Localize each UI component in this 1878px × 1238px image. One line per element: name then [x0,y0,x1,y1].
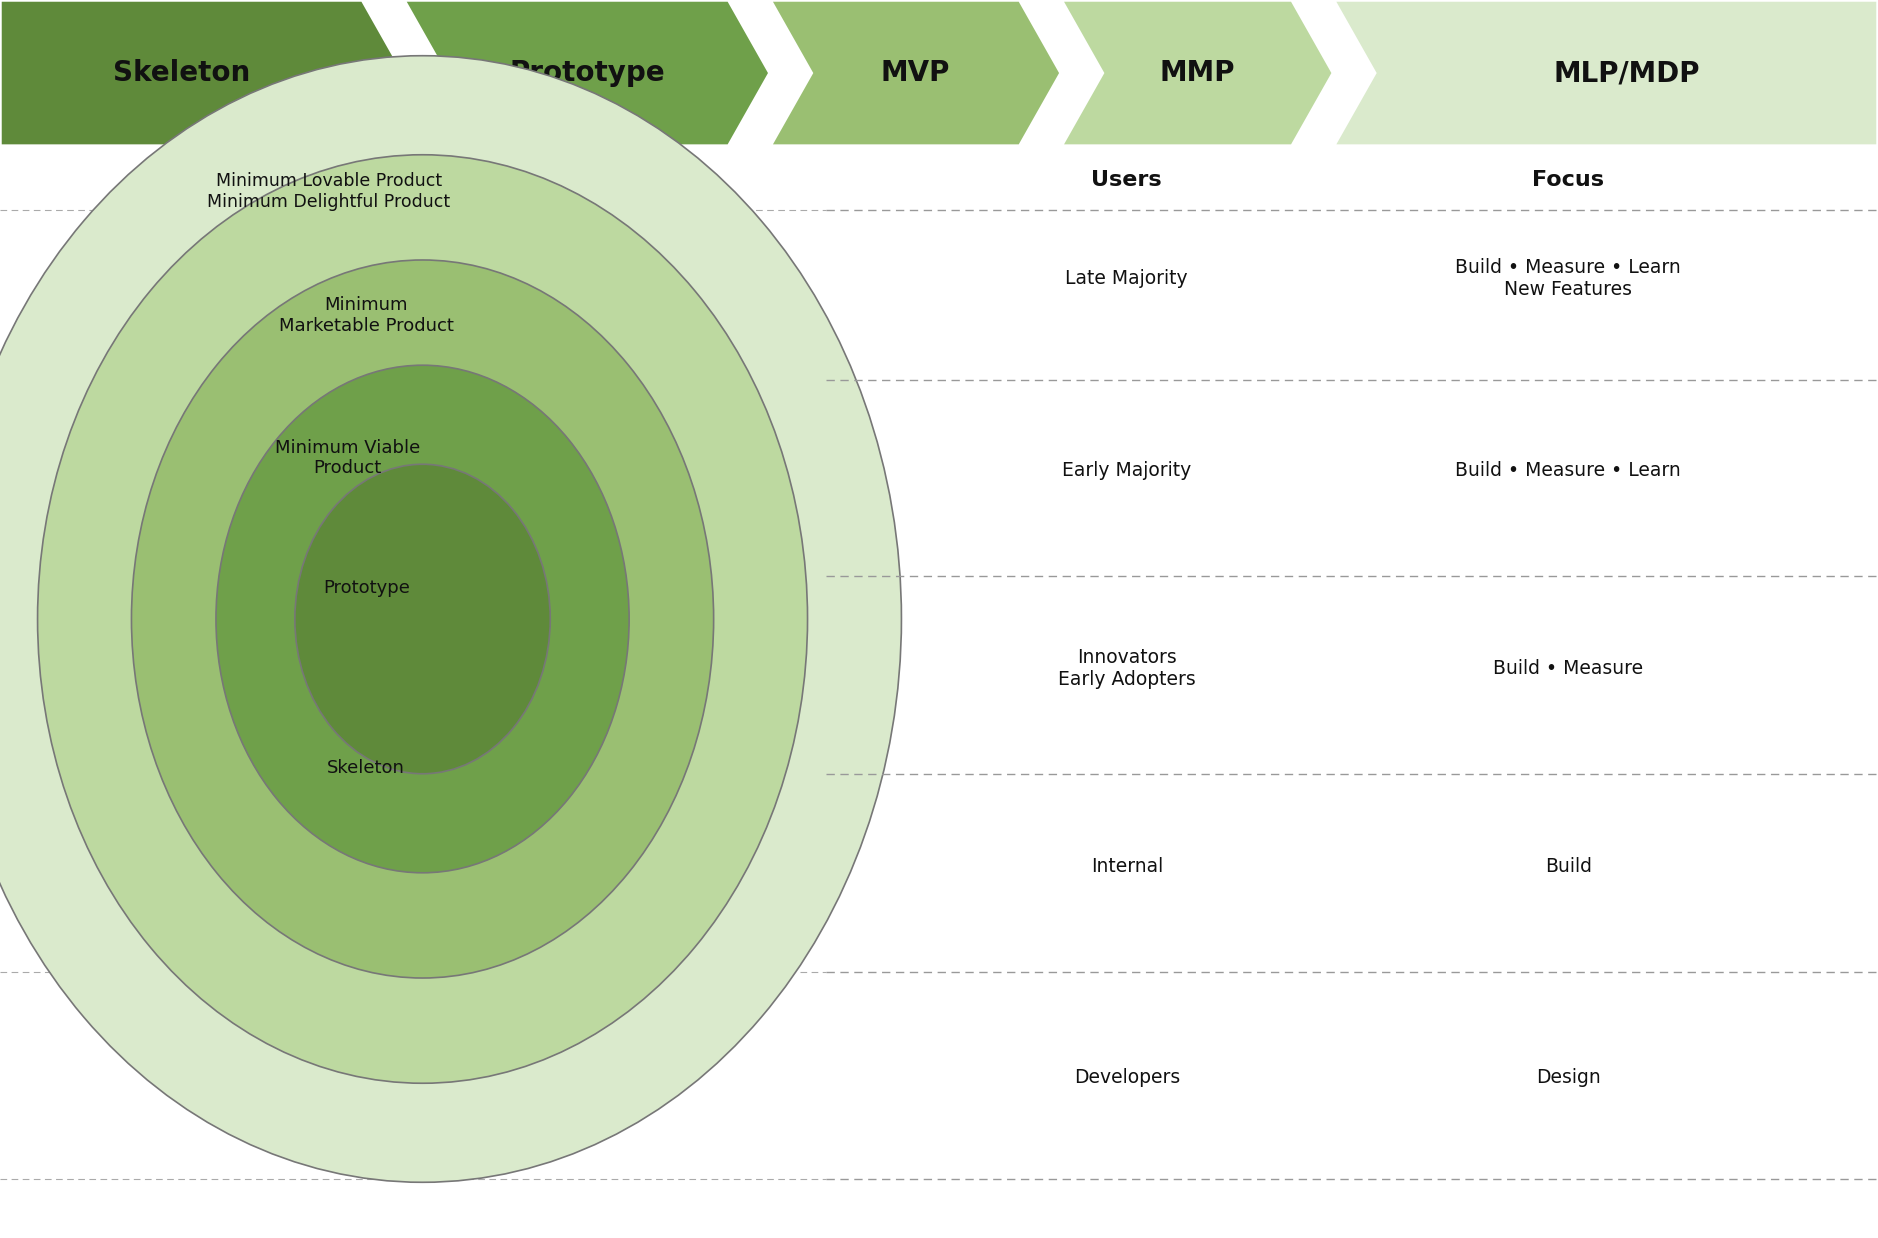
Text: Prototype: Prototype [509,59,665,87]
Ellipse shape [131,260,714,978]
Ellipse shape [295,464,550,774]
Polygon shape [1061,0,1333,146]
Ellipse shape [38,155,808,1083]
Text: MVP: MVP [881,59,950,87]
Text: Minimum Viable
Product: Minimum Viable Product [274,438,421,478]
Text: Innovators
Early Adopters: Innovators Early Adopters [1057,647,1196,690]
Text: MLP/MDP: MLP/MDP [1553,59,1700,87]
Text: Prototype: Prototype [323,579,409,597]
Text: Skeleton: Skeleton [327,759,406,776]
Text: Build: Build [1544,857,1593,877]
Text: Build • Measure: Build • Measure [1493,659,1643,678]
Text: Late Majority: Late Majority [1065,269,1189,288]
Text: Build • Measure • Learn: Build • Measure • Learn [1455,461,1681,480]
Polygon shape [0,0,404,146]
Polygon shape [404,0,770,146]
Text: Minimum
Marketable Product: Minimum Marketable Product [278,296,454,335]
Text: Users: Users [1091,170,1162,189]
Text: Minimum Lovable Product
Minimum Delightful Product: Minimum Lovable Product Minimum Delightf… [207,172,451,212]
Text: Internal: Internal [1091,857,1162,877]
Text: MMP: MMP [1159,59,1236,87]
Text: Focus: Focus [1532,170,1604,189]
Text: Early Majority: Early Majority [1063,461,1191,480]
Polygon shape [1333,0,1878,146]
Polygon shape [770,0,1061,146]
Text: Developers: Developers [1074,1067,1179,1087]
Text: Design: Design [1536,1067,1600,1087]
Ellipse shape [216,365,629,873]
Text: Build • Measure • Learn
New Features: Build • Measure • Learn New Features [1455,258,1681,300]
Text: Skeleton: Skeleton [113,59,250,87]
Ellipse shape [0,56,901,1182]
